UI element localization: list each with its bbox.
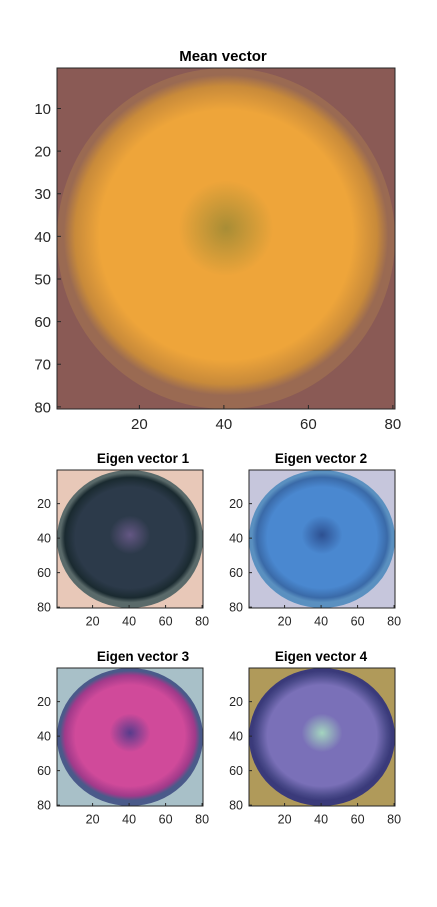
x-tick-label: 60 bbox=[159, 615, 173, 629]
x-tick-label: 80 bbox=[385, 416, 402, 433]
x-tick-label: 20 bbox=[86, 813, 100, 827]
x-tick-label: 60 bbox=[300, 416, 317, 433]
y-tick-label: 40 bbox=[229, 532, 243, 546]
y-tick-label: 80 bbox=[37, 601, 51, 615]
object-center bbox=[302, 714, 343, 753]
y-tick-label: 60 bbox=[229, 764, 243, 778]
panel-eigen-vector-4: Eigen vector 4 20 40 60 80 20 40 60 80 bbox=[229, 649, 401, 827]
x-tick-label: 20 bbox=[278, 615, 292, 629]
panel-mean-vector: Mean vector 20 40 60 80 10 20 30 40 50 60 70 80 bbox=[34, 48, 401, 433]
panel-title: Mean vector bbox=[179, 48, 267, 65]
y-tick-label: 20 bbox=[37, 695, 51, 709]
y-tick-label: 20 bbox=[37, 497, 51, 511]
panel-title: Eigen vector 2 bbox=[275, 451, 367, 466]
panel-eigen-vector-2: Eigen vector 2 20 40 60 80 20 40 60 80 bbox=[229, 451, 401, 629]
x-tick-label: 60 bbox=[351, 813, 365, 827]
y-tick-label: 70 bbox=[34, 357, 51, 374]
x-tick-label: 20 bbox=[278, 813, 292, 827]
x-tick-label: 60 bbox=[159, 813, 173, 827]
image-area bbox=[249, 470, 395, 608]
image-area bbox=[57, 668, 203, 806]
y-tick-label: 80 bbox=[34, 399, 51, 416]
x-tick-label: 40 bbox=[122, 813, 136, 827]
image-area bbox=[57, 68, 395, 409]
y-tick-label: 20 bbox=[229, 695, 243, 709]
x-tick-label: 20 bbox=[131, 416, 148, 433]
x-tick-label: 40 bbox=[314, 615, 328, 629]
object-center bbox=[110, 516, 151, 555]
y-tick-label: 60 bbox=[34, 314, 51, 331]
x-tick-label: 80 bbox=[387, 615, 401, 629]
panel-title: Eigen vector 3 bbox=[97, 649, 190, 664]
x-tick-label: 60 bbox=[351, 615, 365, 629]
x-tick-label: 80 bbox=[387, 813, 401, 827]
y-tick-label: 40 bbox=[229, 730, 243, 744]
y-tick-label: 50 bbox=[34, 271, 51, 288]
panel-title: Eigen vector 4 bbox=[275, 649, 368, 664]
y-tick-label: 40 bbox=[34, 229, 51, 246]
y-tick-label: 40 bbox=[37, 532, 51, 546]
object-center bbox=[302, 516, 343, 555]
x-tick-label: 40 bbox=[216, 416, 233, 433]
image-area bbox=[57, 470, 203, 608]
y-tick-label: 80 bbox=[37, 799, 51, 813]
y-tick-label: 60 bbox=[37, 566, 51, 580]
object-center bbox=[110, 714, 151, 753]
panel-title: Eigen vector 1 bbox=[97, 451, 190, 466]
x-tick-label: 80 bbox=[195, 615, 209, 629]
y-tick-label: 30 bbox=[34, 186, 51, 203]
y-tick-label: 80 bbox=[229, 601, 243, 615]
x-tick-label: 40 bbox=[122, 615, 136, 629]
y-tick-label: 80 bbox=[229, 799, 243, 813]
image-area bbox=[249, 668, 395, 806]
x-tick-label: 80 bbox=[195, 813, 209, 827]
y-tick-label: 20 bbox=[229, 497, 243, 511]
y-tick-label: 10 bbox=[34, 101, 51, 118]
y-tick-label: 20 bbox=[34, 144, 51, 161]
y-tick-label: 60 bbox=[37, 764, 51, 778]
y-tick-label: 60 bbox=[229, 566, 243, 580]
panel-eigen-vector-3: Eigen vector 3 20 40 60 80 20 40 60 80 bbox=[37, 649, 209, 827]
object-center bbox=[179, 181, 274, 276]
x-tick-label: 40 bbox=[314, 813, 328, 827]
x-tick-label: 20 bbox=[86, 615, 100, 629]
y-tick-label: 40 bbox=[37, 730, 51, 744]
panel-eigen-vector-1: Eigen vector 1 20 40 60 80 20 40 60 80 bbox=[37, 451, 209, 629]
